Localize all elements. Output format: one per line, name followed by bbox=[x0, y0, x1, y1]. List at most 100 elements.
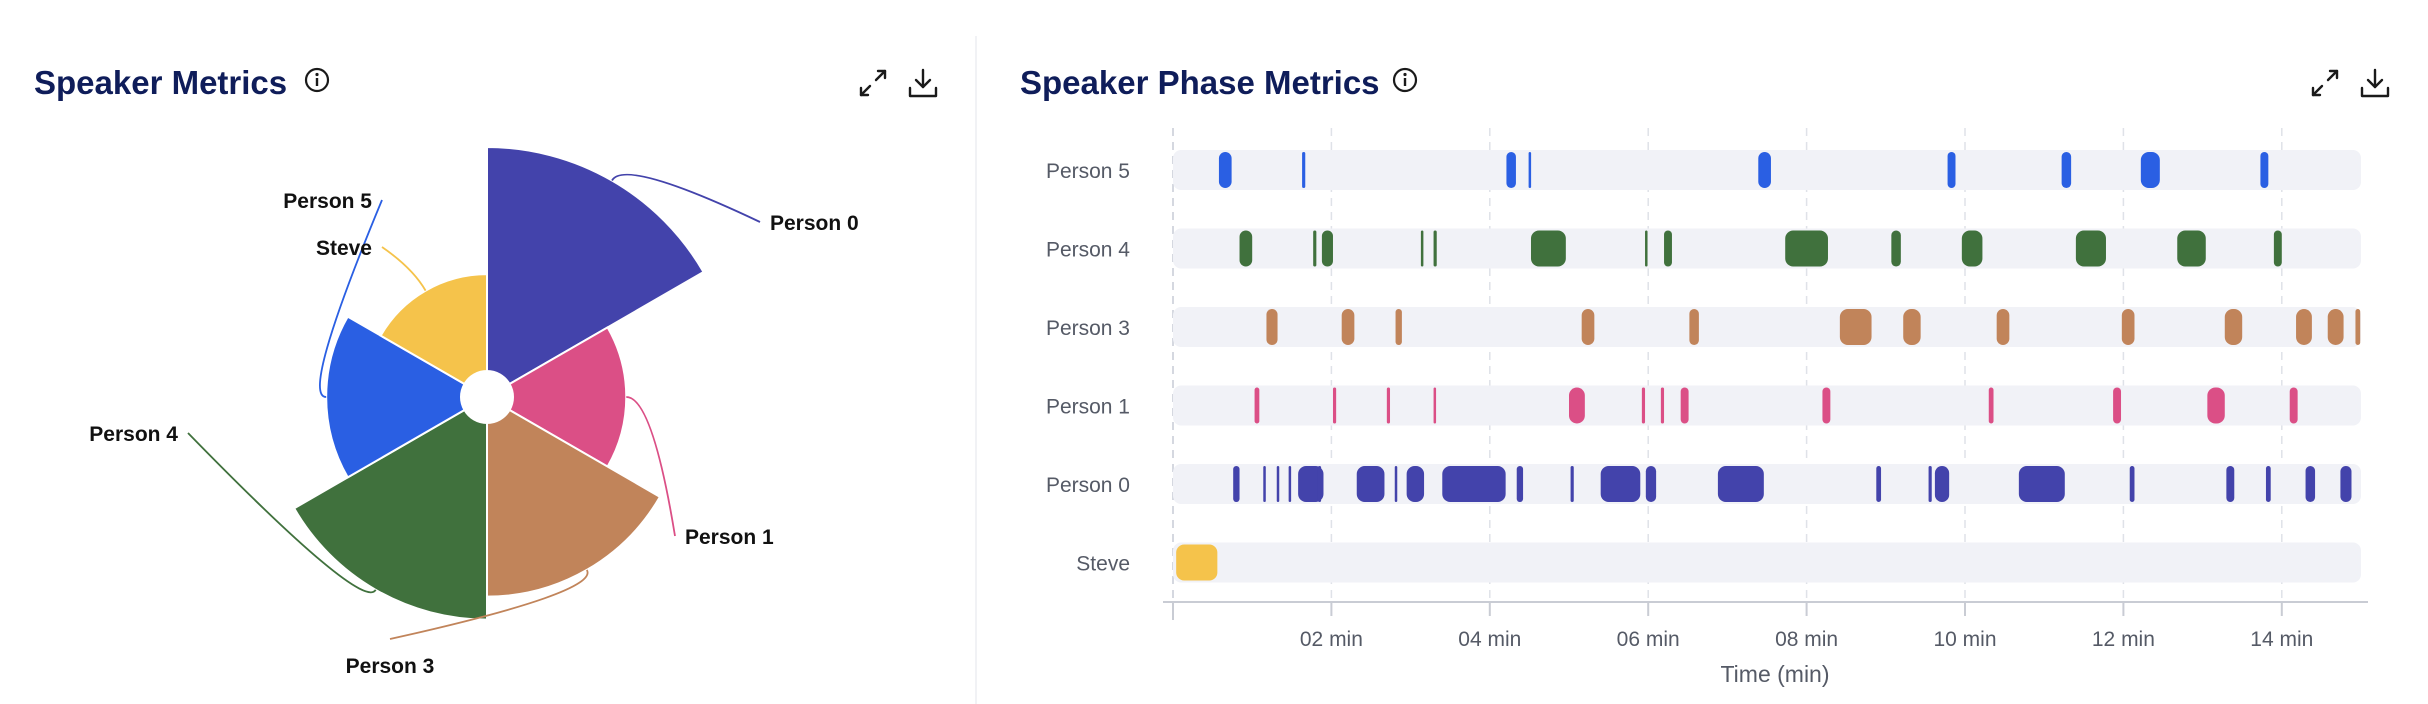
pie-label-person-1: Person 1 bbox=[685, 526, 774, 549]
row-track bbox=[1173, 464, 2361, 504]
segment-person-1[interactable] bbox=[1254, 387, 1260, 424]
info-icon[interactable] bbox=[303, 66, 331, 94]
segment-person-0[interactable] bbox=[1263, 466, 1266, 502]
speaker-phase-metrics-chart: Person 5 Person 4 Person 3 Person 1 Person 0… bbox=[1046, 128, 2368, 687]
segment-person-1[interactable] bbox=[1332, 387, 1337, 424]
segment-person-5[interactable] bbox=[1218, 152, 1232, 188]
row-label-person-3: Person 3 bbox=[1046, 317, 1130, 340]
segment-person-0[interactable] bbox=[1298, 466, 1324, 502]
segment-person-3[interactable] bbox=[2296, 309, 2312, 345]
panel-divider bbox=[975, 36, 977, 704]
x-tick-label-12-min: 12 min bbox=[2092, 628, 2155, 651]
segment-person-1[interactable] bbox=[1386, 387, 1391, 424]
segment-person-4[interactable] bbox=[1313, 230, 1317, 267]
segment-person-3[interactable] bbox=[1266, 309, 1278, 345]
segment-person-0[interactable] bbox=[1645, 466, 1657, 502]
segment-person-0[interactable] bbox=[2129, 466, 2135, 502]
segment-person-0[interactable] bbox=[2018, 466, 2065, 502]
segment-person-3[interactable] bbox=[2355, 309, 2361, 345]
segment-person-3[interactable] bbox=[1839, 309, 1872, 345]
segment-person-3[interactable] bbox=[1996, 309, 2010, 345]
segment-person-5[interactable] bbox=[1947, 152, 1956, 188]
segment-person-4[interactable] bbox=[1891, 230, 1901, 267]
segment-person-4[interactable] bbox=[1785, 230, 1828, 267]
speaker-metrics-title: Speaker Metrics bbox=[34, 64, 288, 101]
segment-person-0[interactable] bbox=[1570, 466, 1574, 502]
segment-person-0[interactable] bbox=[1276, 466, 1280, 502]
segment-person-0[interactable] bbox=[1288, 466, 1292, 502]
segment-person-0[interactable] bbox=[2340, 466, 2352, 502]
x-tick-label-02-min: 02 min bbox=[1300, 628, 1363, 651]
pie-label-person-0: Person 0 bbox=[770, 212, 859, 235]
segment-person-3[interactable] bbox=[2327, 309, 2344, 345]
segment-person-1[interactable] bbox=[1822, 387, 1831, 424]
segment-person-1[interactable] bbox=[1680, 387, 1689, 424]
segment-person-0[interactable] bbox=[1934, 466, 1950, 502]
segment-person-0[interactable] bbox=[1233, 466, 1240, 502]
segment-person-3[interactable] bbox=[1395, 309, 1402, 345]
speaker-phase-metrics-panel: Speaker Phase Metrics Person 5 Person 4 Pe… bbox=[978, 0, 2428, 704]
segment-person-3[interactable] bbox=[1341, 309, 1355, 345]
segment-person-5[interactable] bbox=[1302, 152, 1306, 188]
segment-person-0[interactable] bbox=[1406, 466, 1425, 502]
segment-person-3[interactable] bbox=[2224, 309, 2243, 345]
segment-person-0[interactable] bbox=[1600, 466, 1641, 502]
segment-person-0[interactable] bbox=[2226, 466, 2235, 502]
segment-person-0[interactable] bbox=[1394, 466, 1398, 502]
segment-person-1[interactable] bbox=[1569, 387, 1585, 424]
segment-person-4[interactable] bbox=[2273, 230, 2282, 267]
segment-person-4[interactable] bbox=[1645, 230, 1648, 267]
segment-person-5[interactable] bbox=[2260, 152, 2269, 188]
segment-person-1[interactable] bbox=[1641, 387, 1646, 424]
segment-person-4[interactable] bbox=[1664, 230, 1672, 267]
segment-person-0[interactable] bbox=[1317, 466, 1322, 502]
segment-person-1[interactable] bbox=[1660, 387, 1665, 424]
segment-person-1[interactable] bbox=[1988, 387, 1994, 424]
x-tick-label-04-min: 04 min bbox=[1458, 628, 1521, 651]
segment-person-1[interactable] bbox=[1433, 387, 1437, 424]
segment-person-1[interactable] bbox=[2207, 387, 2225, 424]
row-label-person-5: Person 5 bbox=[1046, 160, 1130, 183]
download-icon[interactable] bbox=[2358, 66, 2392, 100]
segment-person-0[interactable] bbox=[1928, 466, 1932, 502]
segment-person-0[interactable] bbox=[2265, 466, 2271, 502]
segment-person-5[interactable] bbox=[2061, 152, 2072, 188]
pie-label-steve: Steve bbox=[316, 237, 372, 260]
timeline-row-person-0: Person 0 bbox=[1046, 464, 2361, 504]
pie-slices bbox=[292, 145, 705, 621]
timeline-rows: Person 5 Person 4 Person 3 Person 1 Person 0… bbox=[1046, 150, 2361, 583]
pie-label-person-5: Person 5 bbox=[283, 190, 372, 213]
segment-person-4[interactable] bbox=[2177, 230, 2206, 267]
segment-person-0[interactable] bbox=[1876, 466, 1882, 502]
segment-person-1[interactable] bbox=[2289, 387, 2298, 424]
pie-label-person-3: Person 3 bbox=[346, 655, 435, 678]
segment-person-0[interactable] bbox=[1717, 466, 1764, 502]
segment-person-0[interactable] bbox=[1356, 466, 1385, 502]
segment-person-4[interactable] bbox=[1530, 230, 1566, 267]
info-icon[interactable] bbox=[1391, 66, 1419, 94]
segment-person-0[interactable] bbox=[1442, 466, 1506, 502]
expand-icon[interactable] bbox=[2308, 66, 2342, 100]
segment-person-4[interactable] bbox=[1239, 230, 1253, 267]
segment-person-1[interactable] bbox=[2113, 387, 2122, 424]
segment-person-4[interactable] bbox=[2075, 230, 2106, 267]
segment-person-0[interactable] bbox=[1516, 466, 1524, 502]
segment-person-5[interactable] bbox=[2140, 152, 2160, 188]
x-tick-label-14-min: 14 min bbox=[2250, 628, 2313, 651]
segment-person-5[interactable] bbox=[1506, 152, 1516, 188]
segment-person-4[interactable] bbox=[1420, 230, 1424, 267]
segment-person-3[interactable] bbox=[2121, 309, 2135, 345]
segment-person-3[interactable] bbox=[1689, 309, 1699, 345]
segment-person-4[interactable] bbox=[1321, 230, 1333, 267]
segment-steve[interactable] bbox=[1176, 544, 1218, 581]
expand-icon[interactable] bbox=[856, 66, 890, 100]
segment-person-5[interactable] bbox=[1528, 152, 1532, 188]
segment-person-3[interactable] bbox=[1903, 309, 1921, 345]
segment-person-5[interactable] bbox=[1758, 152, 1771, 188]
segment-person-4[interactable] bbox=[1961, 230, 1983, 267]
segment-person-4[interactable] bbox=[1433, 230, 1437, 267]
segment-person-0[interactable] bbox=[2305, 466, 2316, 502]
download-icon[interactable] bbox=[906, 66, 940, 100]
segment-person-3[interactable] bbox=[1581, 309, 1595, 345]
speaker-phase-metrics-title: Speaker Phase Metrics bbox=[1020, 64, 1380, 101]
